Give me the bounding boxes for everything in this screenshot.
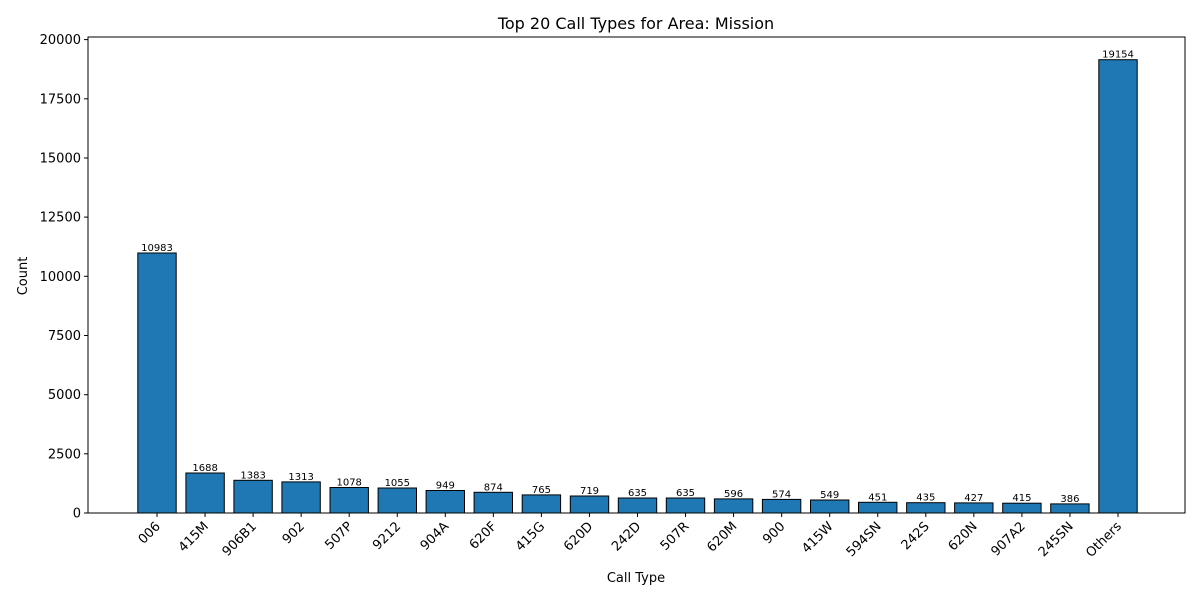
data-label: 765 bbox=[532, 485, 551, 496]
bar-507P bbox=[329, 487, 369, 514]
x-tick-label: 415G bbox=[513, 519, 548, 554]
data-label: 427 bbox=[964, 493, 983, 504]
bar-415W bbox=[810, 499, 850, 514]
x-axis: 006 415M 906B1 902 507P 9212 904A 620F 415G 620D 2… bbox=[136, 513, 1125, 561]
y-tick-label: 0 bbox=[73, 507, 81, 522]
data-label: 1688 bbox=[192, 463, 217, 474]
y-tick-label: 5000 bbox=[48, 388, 81, 403]
x-tick-label: 9212 bbox=[370, 519, 404, 553]
y-tick-label: 7500 bbox=[48, 329, 81, 344]
x-tick-label: 902 bbox=[280, 519, 308, 547]
bar-245SN bbox=[1050, 503, 1090, 514]
x-tick-label: 900 bbox=[760, 519, 788, 547]
x-tick-label: 620D bbox=[561, 519, 596, 554]
x-tick-label: 507P bbox=[322, 519, 356, 553]
bar-900 bbox=[761, 498, 802, 514]
x-tick-label: 242D bbox=[609, 519, 644, 554]
x-tick-label: 906B1 bbox=[220, 519, 260, 559]
y-tick-label: 10000 bbox=[40, 270, 81, 285]
data-label: 874 bbox=[484, 482, 503, 493]
plot-area: 10983 1688 1383 1313 1078 1055 949 874 765 719 635… bbox=[40, 33, 1186, 561]
data-label: 719 bbox=[580, 486, 599, 497]
data-label: 1313 bbox=[288, 472, 313, 483]
bar-242D bbox=[617, 497, 658, 514]
bar-labels: 10983 1688 1383 1313 1078 1055 949 874 765 719 635… bbox=[141, 50, 1134, 505]
x-tick-label: 620N bbox=[946, 519, 981, 554]
x-tick-label: 620M bbox=[704, 519, 740, 555]
bar-620M bbox=[713, 498, 754, 514]
bar-415G bbox=[521, 494, 562, 514]
y-tick-label: 15000 bbox=[40, 152, 81, 167]
y-axis: 0 2500 5000 7500 10000 12500 15000 17500 20000 bbox=[40, 33, 88, 522]
bar-904A bbox=[425, 490, 466, 514]
bar-620F bbox=[473, 491, 514, 514]
x-tick-label: 507R bbox=[658, 519, 693, 554]
bar-902 bbox=[281, 481, 321, 514]
x-tick-label: 006 bbox=[136, 519, 164, 547]
y-tick-label: 12500 bbox=[40, 211, 81, 226]
x-tick-label: Others bbox=[1083, 519, 1125, 561]
plot-frame bbox=[87, 36, 1186, 514]
chart-title: Top 20 Call Types for Area: Mission bbox=[497, 14, 774, 33]
bars bbox=[137, 59, 1138, 514]
data-label: 435 bbox=[916, 493, 935, 504]
y-axis-label: Count bbox=[16, 257, 31, 296]
bar-006 bbox=[137, 252, 177, 514]
data-label: 451 bbox=[868, 492, 887, 503]
x-tick-label: 242S bbox=[899, 519, 933, 553]
data-label: 949 bbox=[436, 481, 455, 492]
x-tick-label: 907A2 bbox=[988, 519, 1028, 559]
bar-415M bbox=[185, 472, 225, 514]
y-tick-label: 17500 bbox=[40, 92, 81, 107]
data-label: 635 bbox=[628, 488, 647, 499]
bar-907A2 bbox=[1002, 502, 1042, 514]
bar-594SN bbox=[858, 501, 898, 514]
bar-507R bbox=[665, 497, 706, 514]
x-tick-label: 415M bbox=[176, 519, 212, 555]
y-tick-label: 2500 bbox=[48, 447, 81, 462]
data-label: 1383 bbox=[240, 470, 265, 481]
x-tick-label: 904A bbox=[418, 519, 453, 554]
data-label: 19154 bbox=[1102, 50, 1134, 61]
y-tick-label: 20000 bbox=[40, 33, 81, 48]
data-label: 549 bbox=[820, 490, 839, 501]
bar-242S bbox=[906, 502, 946, 514]
x-tick-label: 594SN bbox=[844, 519, 885, 560]
data-label: 386 bbox=[1060, 494, 1079, 505]
data-label: 1078 bbox=[336, 478, 361, 489]
data-label: 596 bbox=[724, 489, 743, 500]
x-axis-label: Call Type bbox=[607, 571, 665, 586]
bar-Others bbox=[1098, 59, 1138, 514]
x-tick-label: 620F bbox=[467, 519, 500, 552]
x-tick-label: 245SN bbox=[1036, 519, 1077, 560]
bar-620N bbox=[954, 502, 994, 514]
data-label: 635 bbox=[676, 488, 695, 499]
x-tick-label: 415W bbox=[799, 519, 836, 556]
data-label: 574 bbox=[772, 489, 791, 500]
data-label: 415 bbox=[1012, 493, 1031, 504]
bar-9212 bbox=[377, 487, 418, 514]
bar-620D bbox=[569, 495, 610, 514]
bar-906B1 bbox=[233, 479, 273, 514]
data-label: 1055 bbox=[385, 478, 410, 489]
data-label: 10983 bbox=[141, 243, 173, 254]
